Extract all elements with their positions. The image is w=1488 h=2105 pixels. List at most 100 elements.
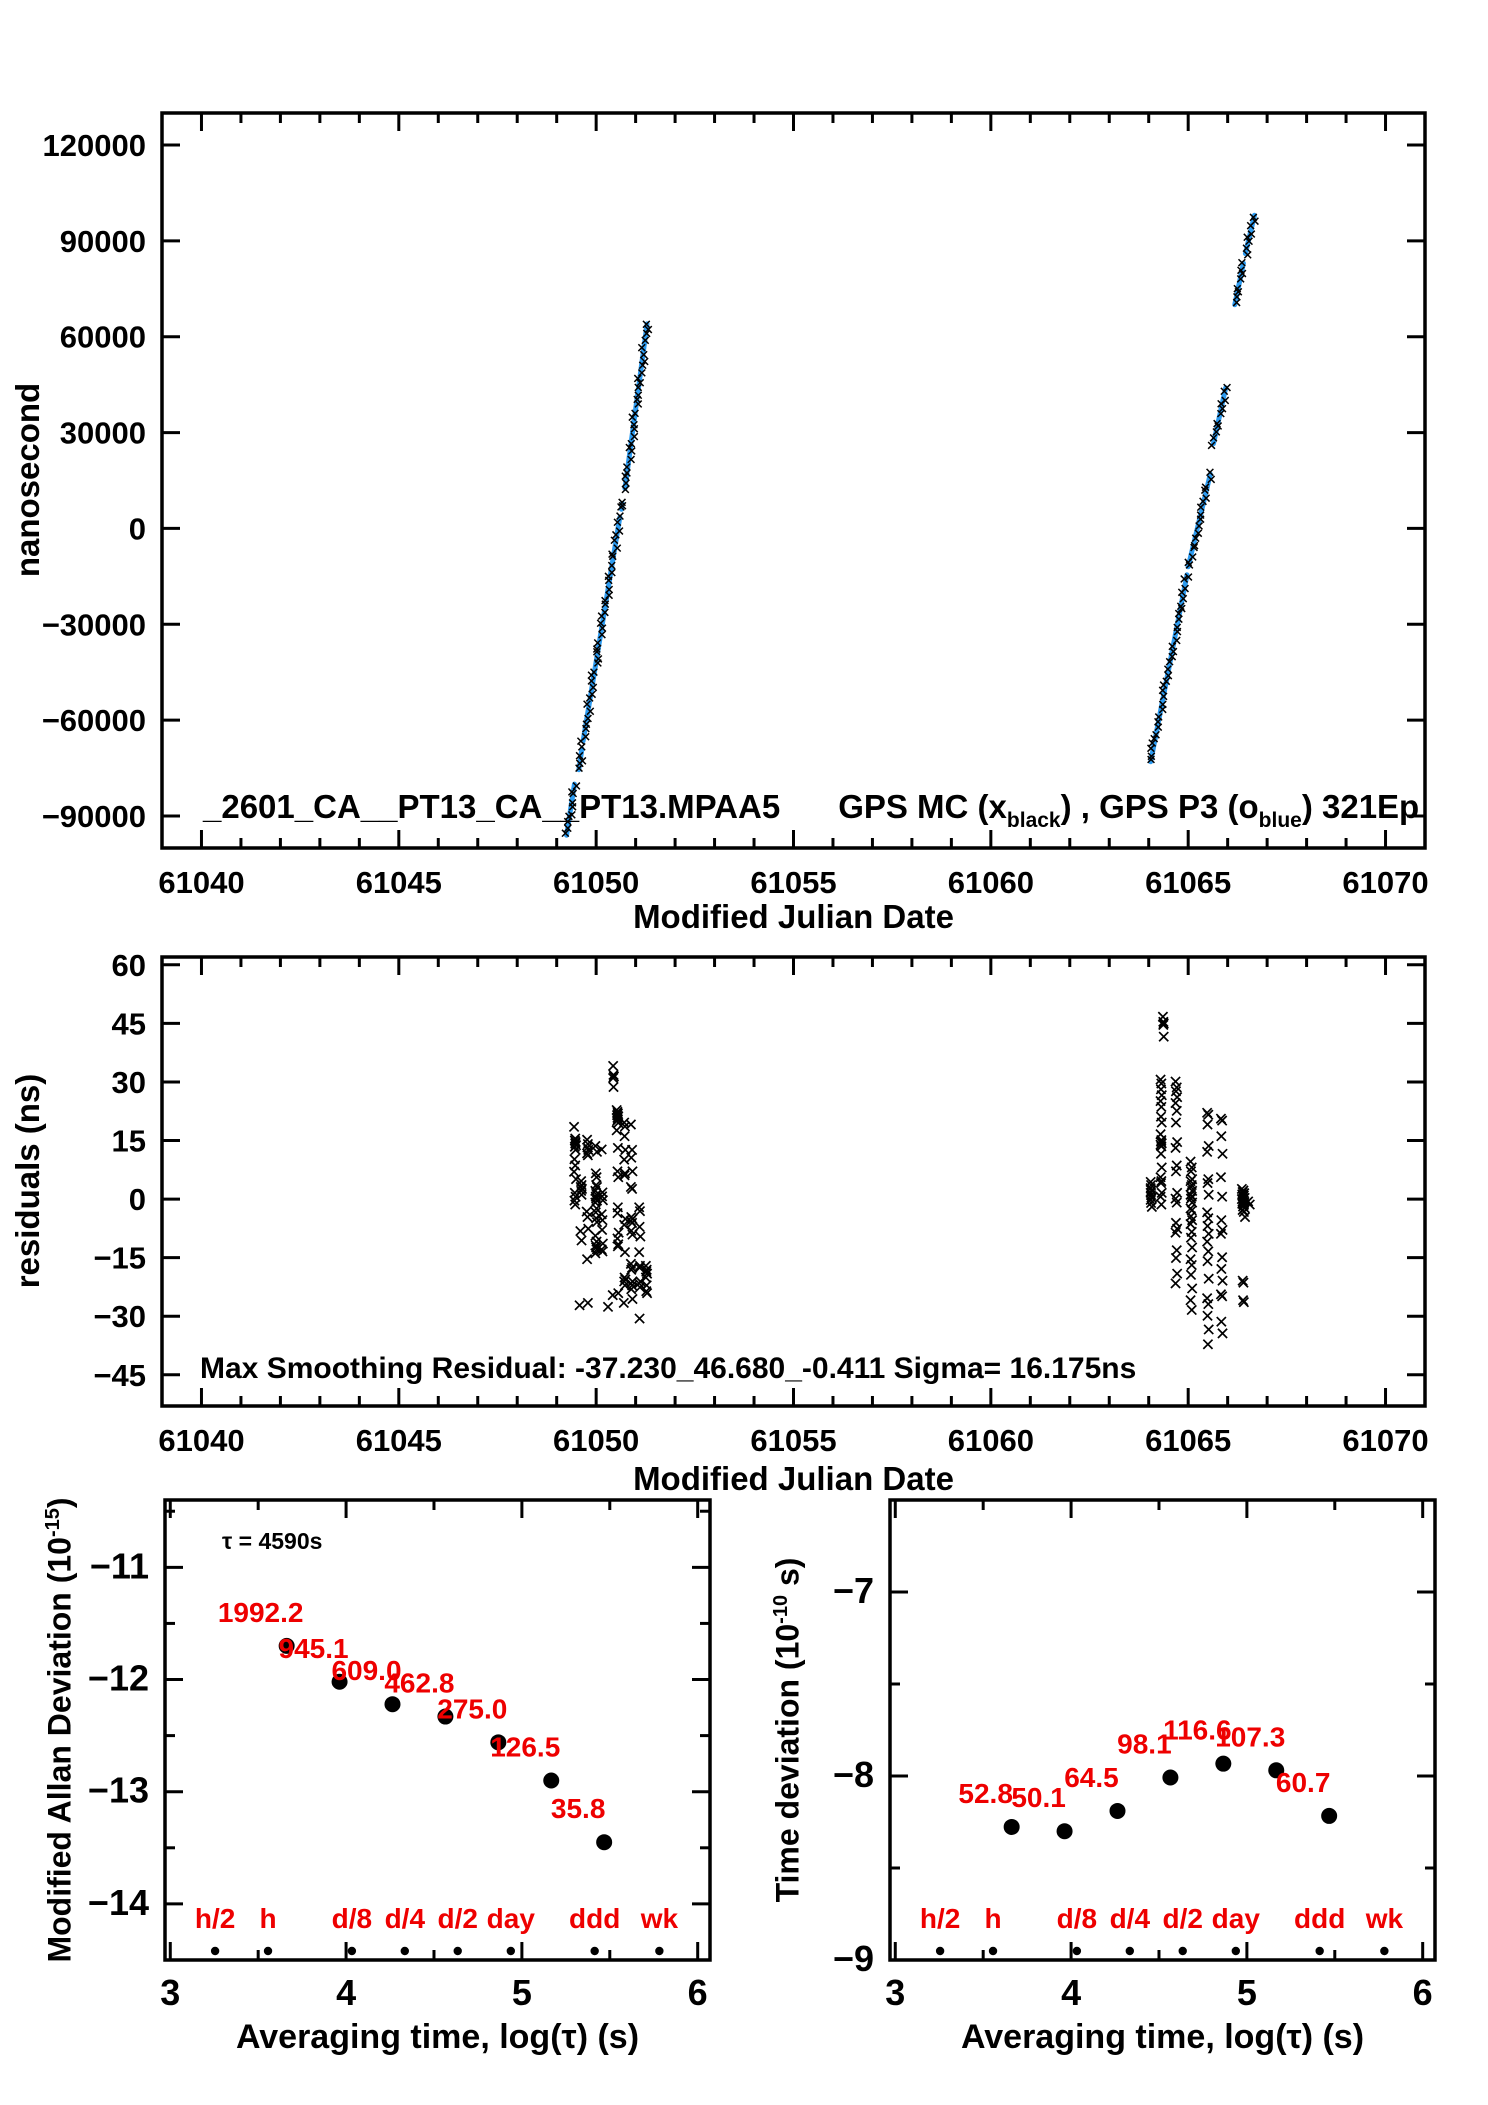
phase-x-tick-label: 61040 — [158, 865, 244, 900]
residual-point — [570, 1199, 581, 1210]
mdev-point-label: 945.1 — [279, 1633, 349, 1664]
residual-point — [608, 1081, 619, 1093]
residual-point — [1155, 1148, 1167, 1159]
residual-point — [1171, 1268, 1183, 1279]
residual-point — [576, 1235, 587, 1246]
residual-point — [602, 1301, 614, 1313]
mdev-y-axis-title: Modified Allan Deviation (10-15) — [42, 1497, 79, 1962]
residuals-x-tick-label: 61060 — [948, 1423, 1034, 1458]
residuals-x-tick-label: 61055 — [750, 1423, 836, 1458]
residual-point — [568, 1166, 580, 1177]
residual-point — [1201, 1146, 1213, 1158]
residual-point — [612, 1207, 623, 1219]
mdev-point-label: 462.8 — [384, 1668, 454, 1699]
residual-point — [1203, 1109, 1214, 1120]
residual-point — [1217, 1328, 1228, 1339]
residual-point — [619, 1131, 630, 1142]
residual-point — [627, 1293, 638, 1305]
residual-point — [570, 1144, 581, 1156]
residual-point — [1171, 1091, 1183, 1103]
phase-y-tick-label: −90000 — [42, 799, 146, 834]
legend-mid: ) , GPS P3 (o — [1060, 788, 1259, 825]
mdev-y-tick-label: −12 — [88, 1658, 149, 1699]
residual-point — [590, 1212, 602, 1224]
phase-title-line: _2601_CA__PT13_CA__PT13.MPAA5 GPS MC (xb… — [203, 788, 1419, 832]
mdev-data-point — [278, 1637, 295, 1654]
residual-point — [1216, 1291, 1228, 1302]
residuals-y-tick-label: 60 — [112, 948, 146, 983]
category-tick-dot — [400, 1946, 409, 1956]
tdev-y-title-text: Time deviation (10 — [769, 1623, 806, 1903]
mdev-x-tick-label: 3 — [160, 1972, 180, 2013]
residual-point — [1201, 1236, 1213, 1247]
tdev-point-label: 64.5 — [1064, 1762, 1119, 1793]
residuals-x-tick-label: 61070 — [1342, 1423, 1428, 1458]
residual-point — [1216, 1131, 1227, 1142]
category-tick-label: d/8 — [332, 1903, 372, 1934]
residual-point — [1185, 1232, 1197, 1243]
residual-point — [575, 1225, 586, 1237]
residual-point — [618, 1297, 629, 1309]
tdev-point-label: 98.1 — [1117, 1728, 1172, 1759]
residual-point — [1203, 1324, 1214, 1335]
residual-point — [1186, 1242, 1198, 1253]
tdev-x-tick-label: 3 — [885, 1972, 905, 2013]
residual-point — [596, 1224, 608, 1236]
mdev-x-tick-label: 4 — [336, 1972, 356, 2013]
residual-point — [633, 1202, 645, 1213]
phase-x-tick-label: 61070 — [1342, 865, 1428, 900]
residual-point — [591, 1172, 602, 1183]
residuals-x-tick-label: 61045 — [356, 1423, 442, 1458]
tdev-point-label: 60.7 — [1276, 1767, 1331, 1798]
residual-point — [626, 1284, 637, 1295]
residual-point — [1185, 1294, 1196, 1306]
residual-point — [1238, 1296, 1250, 1308]
residual-point — [607, 1060, 619, 1072]
residual-point — [1171, 1082, 1182, 1093]
mdev-data-point — [331, 1673, 348, 1690]
mdev-y-title-suffix: ) — [41, 1497, 78, 1509]
residual-point — [1171, 1105, 1182, 1117]
tdev-y-tick-label: −7 — [833, 1570, 874, 1611]
mdev-point-label: 275.0 — [437, 1693, 507, 1724]
phase-x-tick-label: 61060 — [948, 865, 1034, 900]
residual-point — [1171, 1187, 1183, 1199]
category-tick-dot — [210, 1946, 220, 1956]
residual-point — [626, 1264, 637, 1275]
residual-point — [582, 1297, 594, 1309]
residual-point — [1202, 1339, 1214, 1350]
residual-point — [1186, 1283, 1198, 1294]
phase-x-tick-label: 61065 — [1145, 865, 1231, 900]
category-tick-label: h — [259, 1903, 276, 1934]
residual-point — [590, 1140, 601, 1152]
mdev-point-label: 35.8 — [551, 1793, 606, 1824]
residuals-y-tick-label: −45 — [93, 1358, 146, 1393]
mdev-point-label: 609.0 — [331, 1655, 401, 1686]
tdev-point-label: 107.3 — [1215, 1721, 1285, 1752]
residual-point — [596, 1191, 608, 1202]
category-tick-label: d/2 — [437, 1903, 477, 1934]
residual-point — [1238, 1277, 1249, 1288]
residual-point — [1155, 1074, 1166, 1085]
residual-point — [612, 1241, 624, 1252]
category-tick-label: d/2 — [1162, 1903, 1202, 1934]
residual-point — [575, 1185, 587, 1197]
mdev-y-title-exp: -15 — [41, 1508, 64, 1538]
residual-point — [569, 1141, 581, 1152]
residuals-y-tick-label: 30 — [112, 1065, 146, 1100]
mdev-data-point — [437, 1708, 454, 1725]
residual-point — [627, 1166, 638, 1177]
residual-point — [1203, 1228, 1214, 1240]
residual-point — [634, 1221, 645, 1232]
mdev-y-title-text: Modified Allan Deviation (10 — [41, 1537, 78, 1963]
residual-point — [568, 1121, 580, 1133]
residuals-y-tick-label: −15 — [93, 1241, 146, 1276]
tdev-data-point — [1268, 1762, 1285, 1779]
residuals-x-axis-title: Modified Julian Date — [633, 1460, 954, 1497]
category-tick-label: d/8 — [1057, 1903, 1097, 1934]
residual-point — [597, 1195, 609, 1206]
mdev-x-axis-title: Averaging time, log(τ) (s) — [235, 2018, 640, 2056]
residual-point — [1203, 1298, 1214, 1310]
